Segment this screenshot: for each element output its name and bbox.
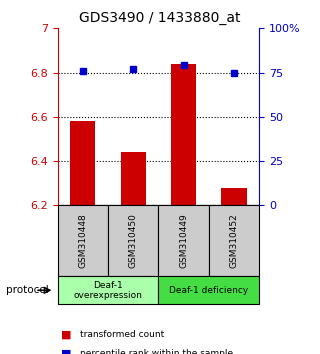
Bar xyxy=(70,121,95,205)
Text: ■: ■ xyxy=(61,330,71,339)
Text: transformed count: transformed count xyxy=(80,330,164,339)
Text: protocol: protocol xyxy=(6,285,49,295)
Text: GDS3490 / 1433880_at: GDS3490 / 1433880_at xyxy=(79,11,241,25)
Text: GSM310449: GSM310449 xyxy=(179,213,188,268)
Text: GSM310452: GSM310452 xyxy=(229,213,238,268)
Text: GSM310448: GSM310448 xyxy=(78,213,87,268)
Text: percentile rank within the sample: percentile rank within the sample xyxy=(80,349,233,354)
Text: Deaf-1
overexpression: Deaf-1 overexpression xyxy=(74,281,142,300)
Text: ■: ■ xyxy=(61,349,71,354)
Text: Deaf-1 deficiency: Deaf-1 deficiency xyxy=(169,286,248,295)
Bar xyxy=(121,152,146,205)
Bar xyxy=(221,188,247,205)
Text: GSM310450: GSM310450 xyxy=(129,213,138,268)
Bar xyxy=(171,64,196,205)
